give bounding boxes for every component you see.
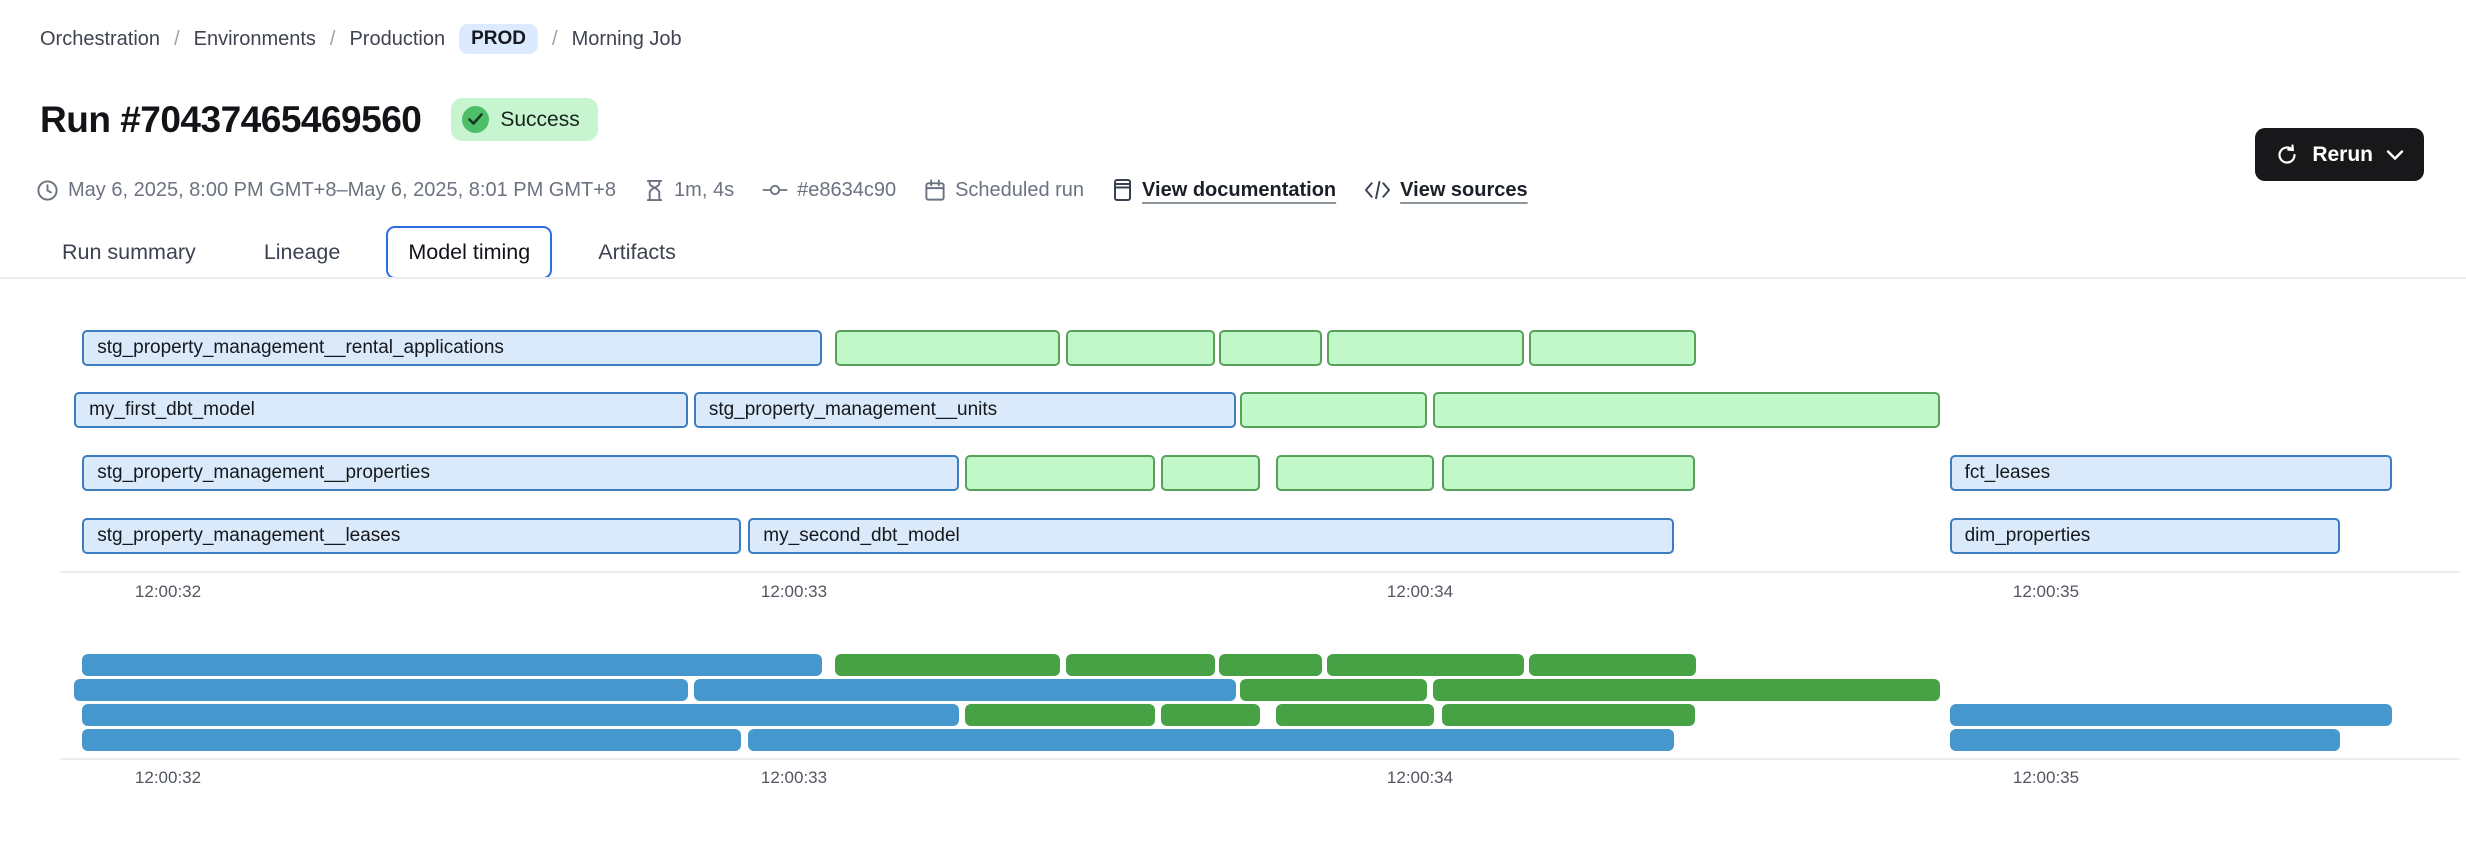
git-commit-icon [762,184,788,196]
status-badge: Success [451,98,598,141]
gantt-bar-label: fct_leases [1964,462,2051,483]
gantt-main: stg_property_management__rental_applicat… [60,308,2460,573]
minimap-bar[interactable] [1433,679,1941,701]
page-title: Run #70437465469560 [40,98,422,140]
breadcrumb-morning-job[interactable]: Morning Job [571,27,682,50]
gantt-bar-dim_properties[interactable]: dim_properties [1949,518,2341,554]
gantt-bar-stg_property_management__leases[interactable]: stg_property_management__leases [82,518,742,554]
minimap-bar[interactable] [74,679,689,701]
gantt-bar-stg_property_management__units[interactable]: stg_property_management__units [693,392,1236,428]
minimap-bar[interactable] [748,729,1674,751]
view-sources-link[interactable]: View sources [1364,179,1528,202]
minimap-bar[interactable] [82,704,960,726]
calendar-icon [925,178,945,201]
gantt-bar[interactable] [1160,455,1261,491]
axis-tick-label: 12:00:34 [1386,768,1454,787]
hourglass-icon [646,179,663,201]
minimap-bar[interactable] [1276,704,1435,726]
run-tabs: Run summary Lineage Model timing Artifac… [40,226,698,279]
gantt-bar[interactable] [1433,392,1941,428]
view-documentation-link[interactable]: View documentation [1112,178,1336,202]
axis-tick-label: 12:00:35 [2012,768,2080,787]
axis-tick-label: 12:00:33 [760,768,828,787]
document-icon [1114,179,1132,201]
minimap-bar[interactable] [1219,654,1323,676]
gantt-bar-label: stg_property_management__leases [97,525,401,546]
minimap-bar[interactable] [1528,654,1697,676]
axis-tick-label: 12:00:34 [1386,582,1454,601]
breadcrumb-orchestration[interactable]: Orchestration [40,27,161,50]
breadcrumb-environments[interactable]: Environments [193,27,316,50]
commit-sha: #e8634c90 [762,179,896,202]
minimap-bar[interactable] [1949,729,2341,751]
tab-model-timing[interactable]: Model timing [386,226,553,279]
rerun-button[interactable]: Rerun [2255,128,2424,181]
run-time-range: May 6, 2025, 8:00 PM GMT+8–May 6, 2025, … [36,179,616,202]
success-check-icon [462,106,490,133]
minimap-bar[interactable] [1160,704,1261,726]
gantt-minimap [60,650,2460,760]
axis-tick-label: 12:00:32 [134,768,202,787]
gantt-bar[interactable] [1240,392,1427,428]
axis-tick-label: 12:00:35 [2012,582,2080,601]
clock-icon [37,179,58,201]
tab-lineage[interactable]: Lineage [263,240,341,264]
tab-run-summary[interactable]: Run summary [62,240,196,264]
gantt-bar-stg_property_management__properties[interactable]: stg_property_management__properties [82,455,960,491]
gantt-bar-label: my_second_dbt_model [763,525,960,546]
gantt-bar-stg_property_management__rental_applications[interactable]: stg_property_management__rental_applicat… [82,330,823,366]
gantt-main-axis: 12:00:32 12:00:33 12:00:34 12:00:35 [60,582,2460,608]
minimap-bar[interactable] [82,729,742,751]
minimap-bar[interactable] [693,679,1236,701]
gantt-bar-label: stg_property_management__rental_applicat… [97,337,504,358]
header: Run #70437465469560 Success [40,98,598,141]
status-label: Success [500,107,580,131]
tabs-divider [0,277,2466,279]
gantt-bar-label: stg_property_management__properties [97,462,430,483]
gantt-bar-label: dim_properties [1964,525,2091,546]
refresh-icon [2275,143,2299,167]
gantt-bar[interactable] [1066,330,1216,366]
minimap-bar[interactable] [1949,704,2393,726]
gantt-bar-fct_leases[interactable]: fct_leases [1949,455,2393,491]
chevron-down-icon [2386,149,2404,161]
minimap-bar[interactable] [964,704,1156,726]
tab-artifacts[interactable]: Artifacts [598,240,676,264]
breadcrumb-separator: / [329,27,336,50]
breadcrumb-separator: / [174,27,180,50]
environment-badge: PROD [459,24,538,54]
trigger-type: Scheduled run [924,179,1084,202]
axis-tick-label: 12:00:32 [134,582,202,601]
gantt-bar[interactable] [1276,455,1435,491]
breadcrumb-production[interactable]: Production [349,27,446,50]
gantt-bar[interactable] [1528,330,1697,366]
run-duration: 1m, 4s [644,179,734,202]
gantt-bar-label: stg_property_management__units [708,399,998,420]
breadcrumb-separator: / [552,27,558,50]
gantt-bar[interactable] [1219,330,1323,366]
minimap-bar[interactable] [1327,654,1524,676]
gantt-bar[interactable] [964,455,1156,491]
rerun-label: Rerun [2312,142,2373,166]
gantt-bar[interactable] [834,330,1061,366]
minimap-bar[interactable] [1240,679,1427,701]
minimap-bar[interactable] [1066,654,1216,676]
gantt-bar-my_first_dbt_model[interactable]: my_first_dbt_model [74,392,689,428]
minimap-bar[interactable] [1441,704,1696,726]
gantt-bar-my_second_dbt_model[interactable]: my_second_dbt_model [748,518,1674,554]
gantt-minimap-axis: 12:00:32 12:00:33 12:00:34 12:00:35 [60,768,2460,794]
code-icon [1365,180,1391,200]
gantt-bar-label: my_first_dbt_model [89,399,255,420]
minimap-bar[interactable] [82,654,823,676]
gantt-bar[interactable] [1441,455,1696,491]
run-meta: May 6, 2025, 8:00 PM GMT+8–May 6, 2025, … [36,178,1528,202]
minimap-bar[interactable] [834,654,1061,676]
gantt-bar[interactable] [1327,330,1524,366]
axis-tick-label: 12:00:33 [760,582,828,601]
breadcrumb: Orchestration / Environments / Productio… [40,24,682,54]
